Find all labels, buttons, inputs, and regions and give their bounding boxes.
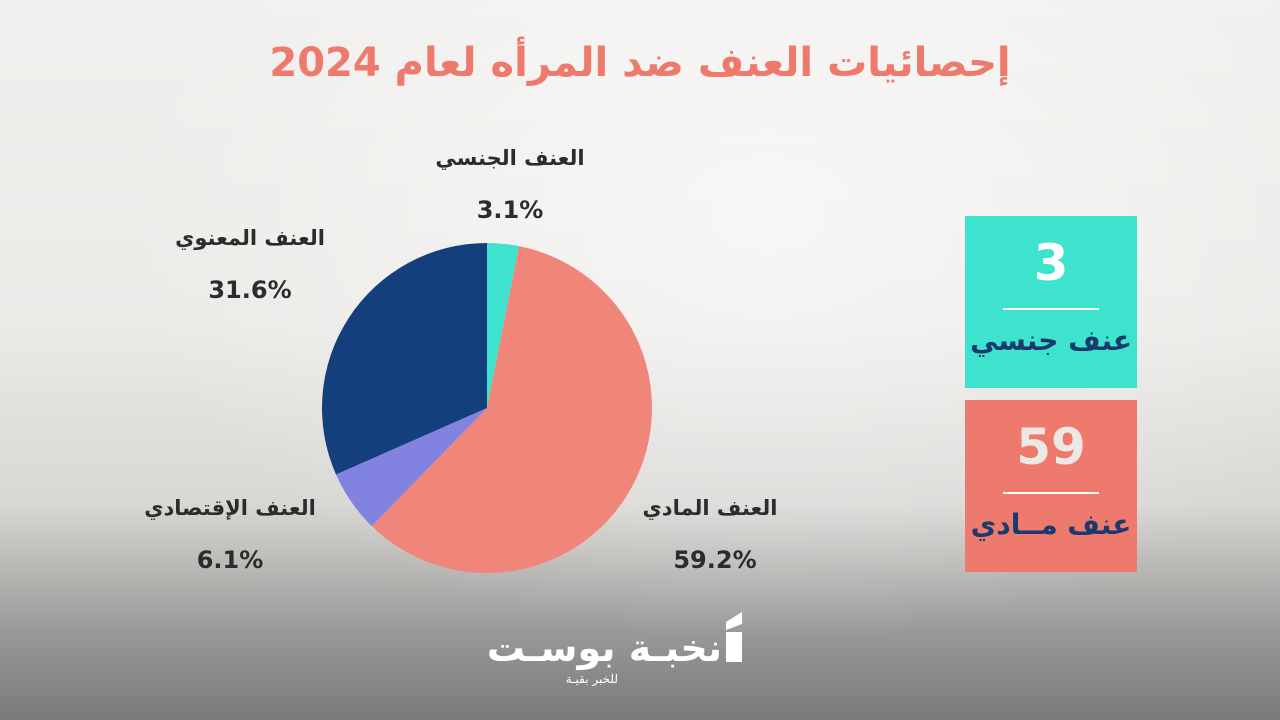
- slice-sexual: [487, 243, 519, 408]
- card-sexual-divider: [1003, 308, 1099, 310]
- chart-title: إحصائيات العنف ضد المرأه لعام 2024: [269, 40, 1011, 86]
- card-physical: 59 عنف مــادي: [965, 400, 1137, 572]
- card-physical-text: عنف مــادي: [970, 508, 1132, 541]
- slice-psychological: [322, 243, 487, 475]
- pct-sexual: 3.1%: [476, 196, 544, 224]
- pct-psychological: 31.6%: [208, 276, 292, 304]
- pct-economic: 6.1%: [196, 546, 264, 574]
- slice-physical: [371, 246, 652, 574]
- pct-physical: 59.2%: [673, 546, 757, 574]
- label-physical: العنف المادي: [642, 496, 778, 520]
- card-sexual-text: عنف جنسي: [969, 324, 1133, 357]
- logo-mark-icon: [726, 612, 742, 662]
- logo-name: نخبـة بوسـت: [486, 626, 722, 670]
- card-sexual: 3 عنف جنسي: [965, 216, 1137, 388]
- label-sexual: العنف الجنسي: [435, 146, 585, 170]
- brand-logo: نخبـة بوسـت للخبر بقيـة: [487, 606, 750, 686]
- logo-tagline: للخبر بقيـة: [565, 672, 618, 686]
- card-sexual-number: 3: [1033, 234, 1069, 292]
- label-psychological: العنف المعنوي: [175, 226, 325, 250]
- label-economic: العنف الإقتصادي: [144, 496, 316, 520]
- card-physical-divider: [1003, 492, 1099, 494]
- card-physical-number: 59: [1016, 418, 1086, 476]
- slice-economic: [335, 408, 487, 527]
